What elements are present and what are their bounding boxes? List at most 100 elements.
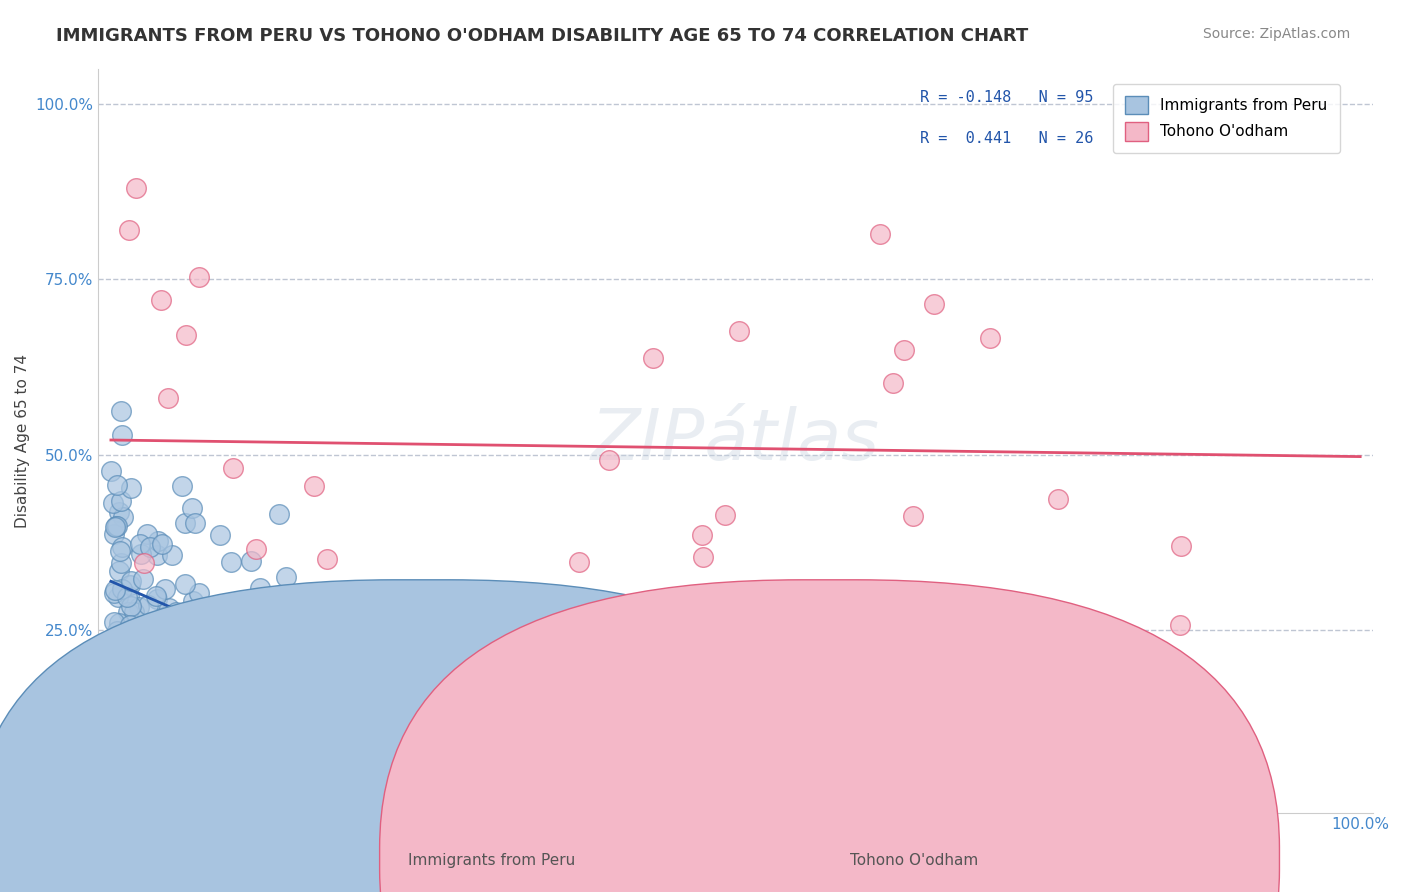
- Immigrants from Peru: [108, 564, 131, 578]
- Immigrants from Peru: [104, 519, 127, 533]
- Point: [125, 181, 148, 195]
- Immigrants from Peru: [101, 645, 124, 659]
- Tohono O'odham: [869, 227, 891, 242]
- Immigrants from Peru: [101, 496, 124, 510]
- Immigrants from Peru: [108, 505, 131, 519]
- Immigrants from Peru: [122, 625, 145, 640]
- Immigrants from Peru: [184, 516, 207, 530]
- Tohono O'odham: [882, 376, 904, 390]
- Immigrants from Peru: [118, 578, 141, 592]
- Immigrants from Peru: [132, 573, 155, 587]
- Immigrants from Peru: [274, 569, 297, 583]
- Tohono O'odham: [568, 555, 591, 569]
- Immigrants from Peru: [117, 605, 139, 619]
- Immigrants from Peru: [200, 730, 222, 744]
- Point: [174, 328, 197, 343]
- Immigrants from Peru: [212, 600, 235, 615]
- Point: [149, 293, 172, 307]
- Immigrants from Peru: [107, 519, 129, 533]
- Immigrants from Peru: [162, 698, 184, 712]
- Tohono O'odham: [222, 460, 245, 475]
- Tohono O'odham: [1046, 492, 1069, 507]
- Immigrants from Peru: [208, 528, 231, 542]
- Immigrants from Peru: [153, 582, 176, 597]
- Immigrants from Peru: [120, 574, 142, 588]
- Immigrants from Peru: [124, 663, 146, 677]
- Immigrants from Peru: [104, 583, 127, 598]
- Immigrants from Peru: [103, 526, 125, 541]
- Text: IMMIGRANTS FROM PERU VS TOHONO O'ODHAM DISABILITY AGE 65 TO 74 CORRELATION CHART: IMMIGRANTS FROM PERU VS TOHONO O'ODHAM D…: [56, 27, 1029, 45]
- Tohono O'odham: [692, 549, 714, 564]
- Immigrants from Peru: [180, 501, 202, 516]
- Immigrants from Peru: [162, 700, 184, 714]
- Immigrants from Peru: [122, 605, 145, 619]
- Immigrants from Peru: [160, 548, 183, 562]
- Immigrants from Peru: [111, 428, 134, 442]
- Immigrants from Peru: [120, 481, 142, 495]
- Immigrants from Peru: [249, 581, 271, 595]
- Immigrants from Peru: [173, 697, 195, 711]
- Tohono O'odham: [156, 391, 179, 405]
- Tohono O'odham: [118, 223, 141, 237]
- Immigrants from Peru: [105, 624, 128, 638]
- Tohono O'odham: [157, 654, 180, 668]
- Immigrants from Peru: [128, 600, 150, 615]
- Immigrants from Peru: [173, 696, 195, 710]
- Tohono O'odham: [132, 556, 155, 570]
- Immigrants from Peru: [131, 547, 153, 561]
- Y-axis label: Disability Age 65 to 74: Disability Age 65 to 74: [15, 353, 30, 527]
- Immigrants from Peru: [150, 537, 173, 551]
- Point: [325, 771, 347, 785]
- Immigrants from Peru: [103, 651, 125, 665]
- Immigrants from Peru: [219, 556, 242, 570]
- Immigrants from Peru: [107, 616, 129, 631]
- Immigrants from Peru: [146, 591, 169, 606]
- Tohono O'odham: [728, 325, 751, 339]
- Immigrants from Peru: [316, 601, 339, 615]
- Immigrants from Peru: [165, 605, 187, 619]
- Text: R =  0.441   N = 26: R = 0.441 N = 26: [921, 131, 1094, 146]
- Tohono O'odham: [316, 552, 339, 566]
- Immigrants from Peru: [100, 464, 122, 478]
- Immigrants from Peru: [145, 548, 167, 562]
- Immigrants from Peru: [110, 494, 132, 508]
- Immigrants from Peru: [174, 516, 197, 530]
- Tohono O'odham: [903, 509, 925, 524]
- Immigrants from Peru: [103, 657, 125, 671]
- Immigrants from Peru: [104, 697, 127, 711]
- Immigrants from Peru: [120, 599, 142, 613]
- Immigrants from Peru: [122, 640, 145, 654]
- Tohono O'odham: [641, 351, 664, 365]
- Text: Source: ZipAtlas.com: Source: ZipAtlas.com: [1202, 27, 1350, 41]
- Tohono O'odham: [893, 343, 915, 358]
- Text: ZIPátlas: ZIPátlas: [591, 406, 880, 475]
- Immigrants from Peru: [240, 554, 263, 568]
- Immigrants from Peru: [103, 615, 125, 630]
- Immigrants from Peru: [149, 656, 172, 670]
- Point: [287, 749, 309, 764]
- Immigrants from Peru: [139, 540, 162, 554]
- Tohono O'odham: [1170, 539, 1192, 553]
- Immigrants from Peru: [250, 677, 273, 691]
- Tohono O'odham: [714, 508, 737, 523]
- Immigrants from Peru: [157, 600, 180, 615]
- Immigrants from Peru: [148, 534, 170, 549]
- Immigrants from Peru: [200, 674, 222, 689]
- Immigrants from Peru: [274, 630, 297, 644]
- Tohono O'odham: [1168, 617, 1191, 632]
- Immigrants from Peru: [134, 665, 156, 680]
- Tohono O'odham: [304, 479, 326, 493]
- Immigrants from Peru: [145, 590, 167, 604]
- Immigrants from Peru: [141, 651, 163, 665]
- Immigrants from Peru: [110, 557, 132, 571]
- Immigrants from Peru: [172, 479, 194, 493]
- Immigrants from Peru: [105, 519, 128, 533]
- Immigrants from Peru: [188, 628, 211, 642]
- Immigrants from Peru: [117, 662, 139, 676]
- Immigrants from Peru: [129, 537, 152, 551]
- Immigrants from Peru: [115, 719, 138, 733]
- Tohono O'odham: [979, 331, 1001, 345]
- Immigrants from Peru: [110, 544, 132, 558]
- Immigrants from Peru: [177, 640, 200, 654]
- Legend: Immigrants from Peru, Tohono O'odham: Immigrants from Peru, Tohono O'odham: [1112, 84, 1340, 153]
